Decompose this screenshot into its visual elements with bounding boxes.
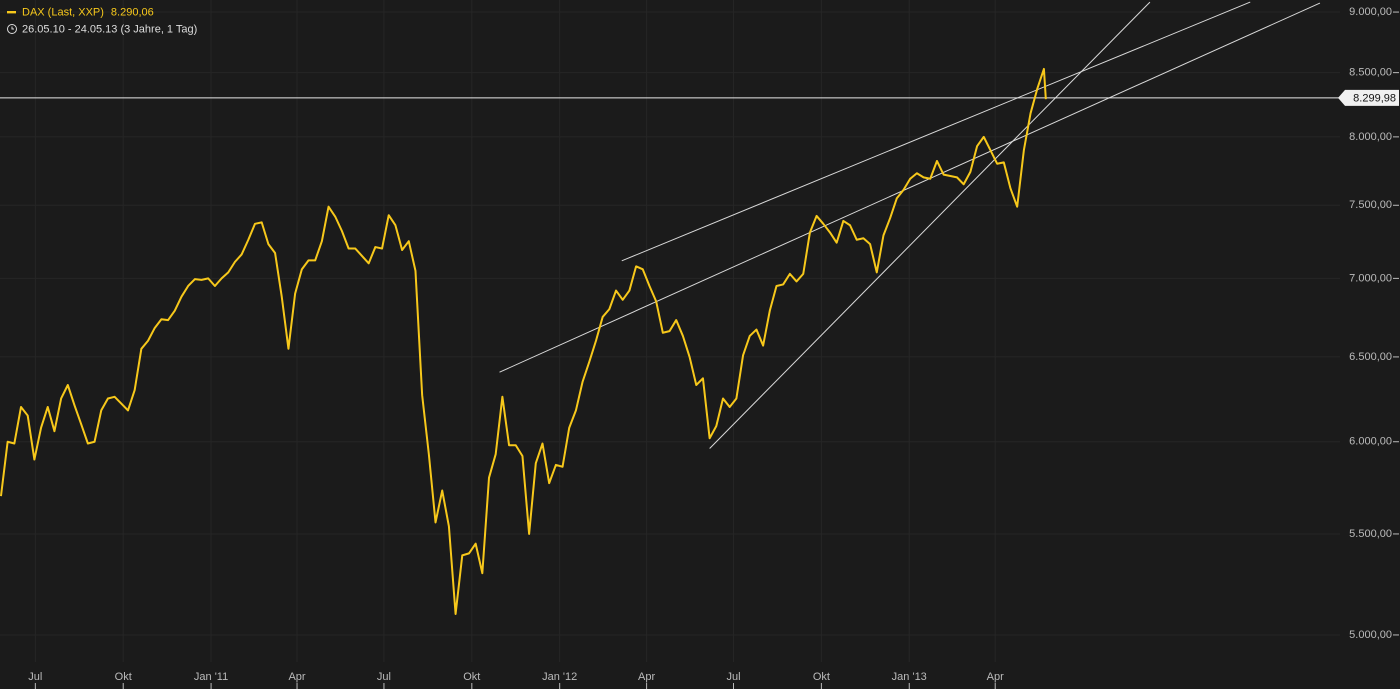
reference-label-box	[1338, 89, 1399, 106]
trendline	[621, 1, 1251, 262]
y-tick-label: 8.000,00	[1349, 131, 1392, 143]
y-tick-label: 8.500,00	[1349, 67, 1392, 79]
x-tick-label: Jul	[377, 671, 391, 683]
legend-entry: DAX (Last, XXP)	[22, 6, 104, 18]
x-tick-label: Jul	[726, 671, 740, 683]
x-tick-label: Okt	[813, 671, 830, 683]
x-tick-label: Apr	[987, 671, 1004, 683]
y-tick-label: 6.500,00	[1349, 351, 1392, 363]
y-tick-label: 5.000,00	[1349, 629, 1392, 641]
x-tick-label: Apr	[288, 671, 305, 683]
trendline	[499, 2, 1321, 373]
reference-label: 8.299,98	[1353, 92, 1396, 104]
x-tick-label: Okt	[115, 671, 132, 683]
x-tick-label: Jan '12	[542, 671, 577, 683]
x-tick-label: Apr	[638, 671, 655, 683]
y-tick-label: 9.000,00	[1349, 6, 1392, 18]
y-tick-label: 7.500,00	[1349, 199, 1392, 211]
header: DAX (Last, XXP) 8.290,06 26.05.10 - 24.0…	[7, 6, 197, 35]
y-tick-label: 6.000,00	[1349, 436, 1392, 448]
x-tick-label: Jan '13	[892, 671, 927, 683]
x-tick-label: Jul	[28, 671, 42, 683]
last-value: 8.290,06	[111, 6, 154, 18]
x-tick-label: Jan '11	[194, 671, 228, 683]
clock-hands	[11, 26, 14, 30]
period: 26.05.10 - 24.05.13 (3 Jahre, 1 Tag)	[22, 23, 197, 35]
price-line	[0, 67, 1047, 615]
trendline	[709, 1, 1151, 449]
y-tick-label: 5.500,00	[1349, 528, 1392, 540]
clock-icon	[7, 24, 17, 34]
legend-swatch	[7, 11, 16, 14]
plot-area	[0, 1, 1340, 615]
y-tick-label: 7.000,00	[1349, 272, 1392, 284]
axes: 9.000,00 8.500,00 8.000,00 7.500,00 7.000,00…	[28, 6, 1399, 689]
x-tick-label: Okt	[463, 671, 480, 683]
grid	[0, 0, 1340, 662]
